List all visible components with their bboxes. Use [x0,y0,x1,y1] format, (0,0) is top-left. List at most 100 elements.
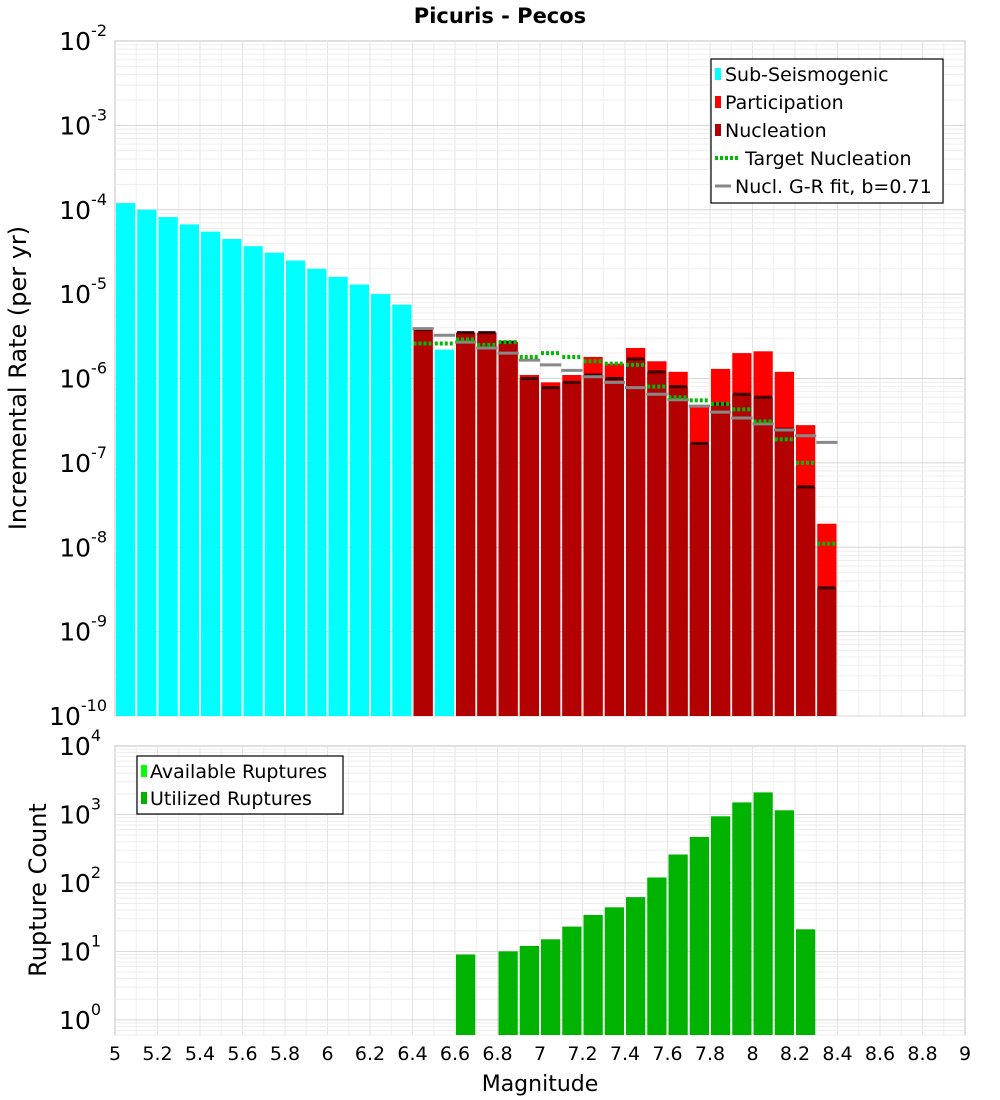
utilized-ruptures-bar [626,897,646,1035]
rate-legend: Sub-Seismogenic Participation Nucleation Ta… [710,58,944,204]
rate-y-axis-label: Incremental Rate (per yr) [4,226,32,530]
rate-y-tick-label: 10-6 [59,359,107,394]
tick-base: 10 [59,27,91,56]
sub-seismogenic-bar [116,203,136,716]
sub-seismogenic-bar [392,304,412,716]
rate-y-tick-label: 10-5 [59,274,107,309]
tick-exponent: -4 [91,190,107,209]
legend-label-utilized-ruptures: Utilized Ruptures [150,788,312,810]
tick-base: 10 [59,732,91,761]
tick-base: 10 [59,800,91,829]
utilized-ruptures-bar [519,945,539,1035]
x-tick-label: 8.4 [822,1043,852,1065]
legend-label-target-nucleation: Target Nucleation [744,148,912,170]
nucleation-bar [711,403,731,716]
x-tick-label: 7.2 [567,1043,597,1065]
x-tick-label: 6.6 [440,1043,470,1065]
nucleation-bar [562,382,582,716]
x-tick-label: 9 [959,1043,971,1065]
count-y-tick-label: 102 [59,863,101,898]
count-y-axis-label: Rupture Count [24,803,52,977]
x-tick-label: 8.8 [907,1043,937,1065]
nucleation-bar [477,332,497,716]
x-tick-label: 5.4 [185,1043,215,1065]
legend-label-available-ruptures: Available Ruptures [150,761,327,783]
nucleation-bar [456,332,476,716]
utilized-ruptures-bar [711,816,731,1035]
tick-base: 10 [59,449,91,478]
legend-box [136,755,344,815]
count-y-tick-label: 101 [59,931,101,966]
x-tick-label: 5.2 [142,1043,172,1065]
tick-exponent: 2 [91,863,101,882]
tick-exponent: 0 [91,1000,101,1019]
sub-seismogenic-bar [137,209,157,716]
utilized-ruptures-bar [456,954,476,1035]
sub-seismogenic-bar [307,268,327,716]
tick-exponent: -7 [91,443,107,462]
tick-exponent: 4 [91,726,101,745]
nucleation-bar [413,329,433,716]
tick-exponent: 1 [91,931,101,950]
nucleation-bar [541,387,561,716]
rate-y-tick-label: 10-10 [49,696,107,731]
nucleation-bar [732,394,752,716]
utilized-ruptures-bar [647,877,667,1035]
nucleation-bar [519,378,539,716]
rate-y-tick-label: 10-9 [59,612,107,647]
count-legend: Available Ruptures Utilized Ruptures [136,755,344,815]
utilized-ruptures-bar [753,792,773,1035]
legend-swatch-sub-seismogenic [715,68,721,80]
rate-marks [116,203,838,717]
x-tick-label: 6.4 [397,1043,427,1065]
x-axis-label: Magnitude [482,1072,599,1097]
tick-base: 10 [59,618,91,647]
sub-seismogenic-bar [286,260,306,716]
tick-exponent: -5 [91,274,107,293]
sub-seismogenic-bar [201,231,221,716]
x-tick-label: 8.2 [780,1043,810,1065]
nucleation-bar [817,587,837,716]
count-y-tick-label: 104 [59,726,101,761]
legend-swatch-nucleation [715,124,721,136]
tick-base: 10 [49,702,81,731]
tick-base: 10 [59,533,91,562]
x-tick-label: 7.8 [695,1043,725,1065]
nucleation-bar [498,342,518,716]
count-y-tick-label: 103 [59,794,101,829]
legend-label-participation: Participation [725,92,844,114]
tick-base: 10 [59,196,91,225]
sub-seismogenic-bar [264,252,284,716]
tick-base: 10 [59,937,91,966]
nucleation-bar [689,443,709,716]
tick-base: 10 [59,365,91,394]
nucleation-bar [626,359,646,716]
tick-base: 10 [59,1006,91,1035]
count-x-tick-labels: 5 5.2 5.4 5.6 5.8 6 6.2 6.4 6.6 6.8 7 7.2 7.4 7.6 7.8 8… [109,1043,971,1065]
legend-swatch-available-ruptures [141,765,147,777]
x-tick-label: 5.6 [227,1043,257,1065]
sub-seismogenic-bar [222,239,242,716]
utilized-ruptures-bar [498,951,518,1035]
legend-label-sub-seismogenic: Sub-Seismogenic [725,64,889,86]
x-tick-label: 6.8 [482,1043,512,1065]
utilized-ruptures-bar [604,907,624,1035]
tick-base: 10 [59,869,91,898]
sub-seismogenic-bar [243,246,263,716]
x-tick-label: 7 [534,1043,546,1065]
x-tick-label: 7.4 [610,1043,640,1065]
rate-y-tick-label: 10-2 [59,21,107,56]
legend-label-nucleation: Nucleation [725,120,827,142]
tick-exponent: 3 [91,794,101,813]
chart-title: Picuris - Pecos [414,4,586,28]
nucleation-bar [583,375,603,716]
utilized-ruptures-bar [562,926,582,1035]
utilized-ruptures-bar [774,810,794,1035]
sub-seismogenic-bar [328,276,348,716]
sub-seismogenic-bar [158,217,178,716]
utilized-ruptures-bar [583,914,603,1035]
x-tick-label: 5 [109,1043,121,1065]
tick-base: 10 [59,280,91,309]
